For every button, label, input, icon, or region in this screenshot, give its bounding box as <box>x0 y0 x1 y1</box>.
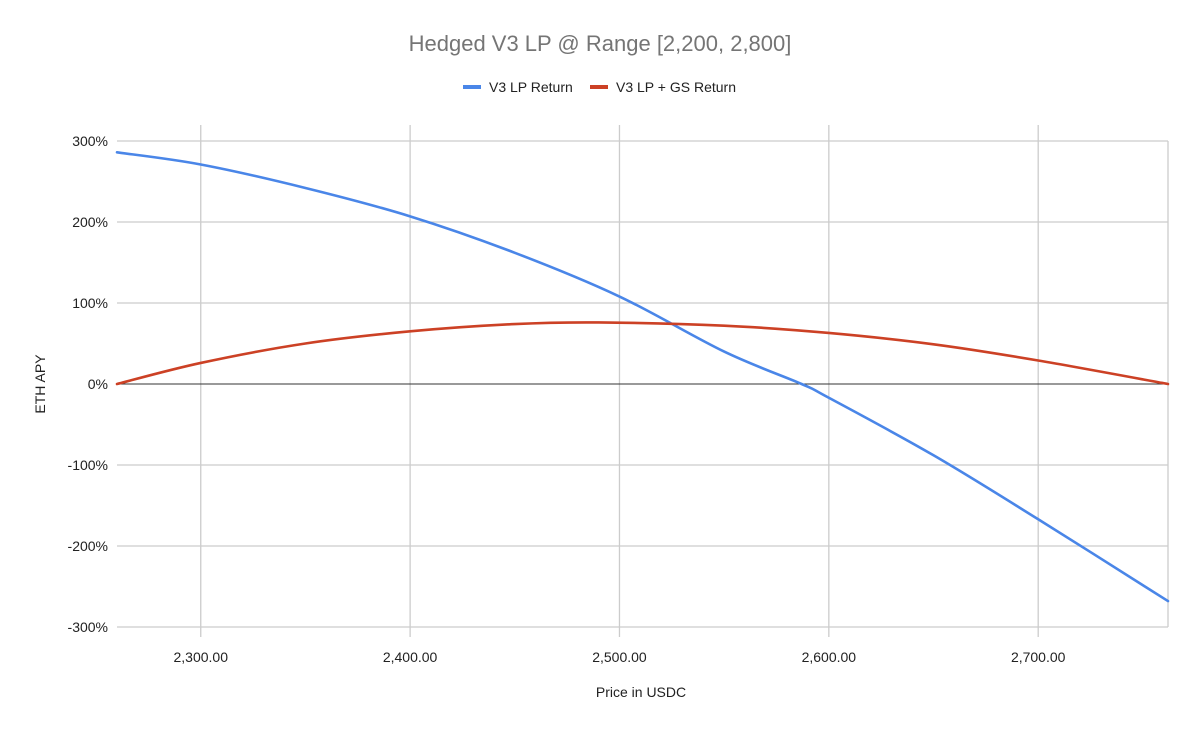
series-line-v3-lp-return <box>115 151 1170 603</box>
legend-label-v3-lp-gs-return: V3 LP + GS Return <box>616 79 736 95</box>
legend-swatch-v3-lp-return <box>463 85 481 89</box>
legend-label-v3-lp-return: V3 LP Return <box>489 79 573 95</box>
y-axis-label: ETH APY <box>32 354 48 414</box>
x-tick-label: 2,500.00 <box>592 649 647 665</box>
x-tick-label: 2,300.00 <box>173 649 228 665</box>
series-line-v3-lp-gs-return <box>115 321 1170 386</box>
x-tick-label: 2,400.00 <box>383 649 438 665</box>
y-tick-label: -100% <box>68 457 108 473</box>
y-axis-ticks: 300% 200% 100% 0% -100% -200% -300% <box>68 133 108 635</box>
y-tick-label: 300% <box>72 133 108 149</box>
x-tick-label: 2,600.00 <box>802 649 857 665</box>
x-axis-label: Price in USDC <box>596 684 686 700</box>
x-axis-ticks: 2,300.00 2,400.00 2,500.00 2,600.00 2,700.00 <box>173 649 1065 665</box>
legend-swatch-v3-lp-gs-return <box>590 85 608 89</box>
series-layer <box>115 151 1170 603</box>
x-tick-label: 2,700.00 <box>1011 649 1066 665</box>
grid-layer <box>117 125 1169 637</box>
y-tick-label: 100% <box>72 295 108 311</box>
y-tick-label: -200% <box>68 538 108 554</box>
y-tick-label: -300% <box>68 619 108 635</box>
legend: V3 LP Return V3 LP + GS Return <box>463 79 736 95</box>
chart-title: Hedged V3 LP @ Range [2,200, 2,800] <box>409 31 792 56</box>
y-tick-label: 0% <box>88 376 108 392</box>
y-tick-label: 200% <box>72 214 108 230</box>
